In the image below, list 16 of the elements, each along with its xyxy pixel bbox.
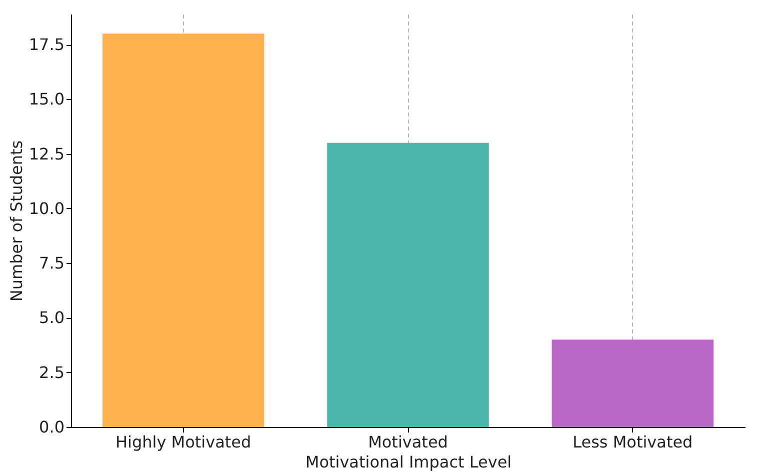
y-tick-label: 10.0 xyxy=(28,198,64,218)
x-tick-label: Less Motivated xyxy=(572,432,693,452)
x-axis-title: Motivational Impact Level xyxy=(305,452,512,472)
y-tick-label: 12.5 xyxy=(28,144,64,164)
x-tick-label: Motivated xyxy=(368,432,448,452)
y-tick-label: 17.5 xyxy=(28,35,64,54)
x-tick-label: Highly Motivated xyxy=(116,432,252,452)
y-axis-title: Number of Students xyxy=(6,140,26,302)
y-tick-label: 7.5 xyxy=(39,254,64,273)
bar xyxy=(102,34,264,427)
bar xyxy=(552,340,714,427)
y-tick-label: 0.0 xyxy=(39,418,64,436)
y-tick-label: 2.5 xyxy=(39,362,64,382)
y-tick-label: 5.0 xyxy=(39,308,64,328)
bar xyxy=(327,142,489,427)
y-tick-label: 15.0 xyxy=(28,90,64,109)
